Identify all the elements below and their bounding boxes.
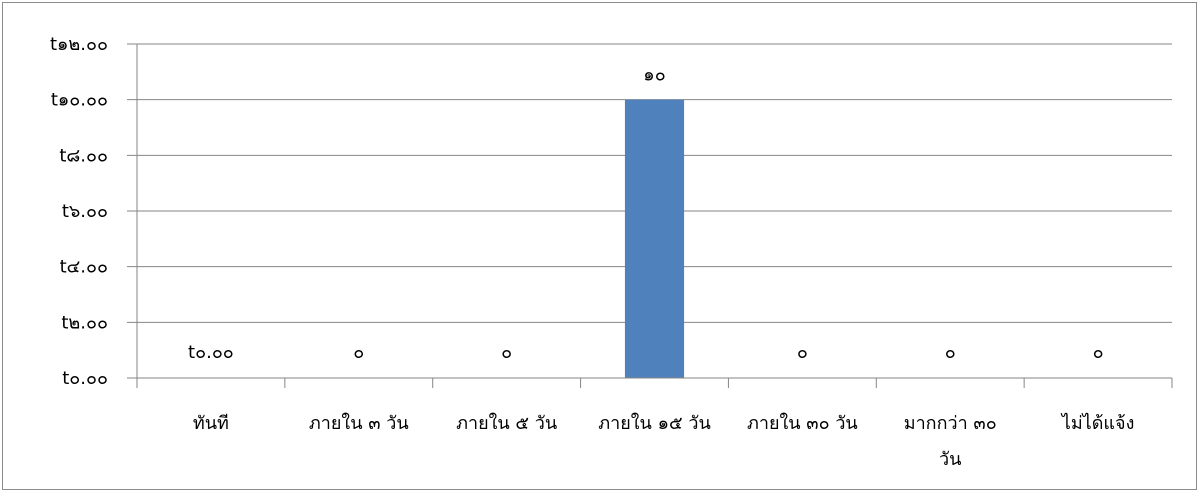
x-tick-labels: ทันที ภายใน ๓ วัน ภายใน ๕ วัน ภายใน ๑๕ วัน ภ… [193, 412, 1134, 470]
y-tick-label: t๑๐.๐๐ [51, 90, 108, 111]
x-tick-label: ภายใน ๓๐ วัน [747, 412, 858, 434]
x-tick-label: มากกว่า ๓๐ [904, 413, 997, 434]
y-tick-labels: t๐.๐๐ t๒.๐๐ t๔.๐๐ t๖.๐๐ t๘.๐๐ t๑๐.๐๐ t๑๒.๐๐ [50, 34, 108, 389]
data-labels: t๐.๐๐ ๐ ๐ ๑๐๐ ๐ ๐ [188, 65, 1104, 363]
data-label: t๐.๐๐ [188, 342, 234, 363]
y-tick-label: t๖.๐๐ [62, 201, 108, 222]
data-label: ๐ [1093, 342, 1104, 363]
bar-chart: t๐.๐๐ t๒.๐๐ t๔.๐๐ t๖.๐๐ t๘.๐๐ t๑๐.๐๐ t๑๒.๐๐ t๐… [50, 34, 1173, 470]
x-tick-label: ภายใน ๑๕ วัน [598, 412, 711, 434]
y-tick-label: t๐.๐๐ [62, 368, 108, 389]
x-tick-label: ทันที [193, 413, 229, 434]
data-label: ๐ [945, 342, 956, 363]
axes [136, 44, 1173, 388]
data-label: ๐ [353, 342, 364, 363]
x-tick-label: ไม่ได้แจ้ง [1060, 412, 1135, 434]
y-tick-label: t๒.๐๐ [61, 312, 108, 333]
x-tick-label: ภายใน ๕ วัน [456, 412, 557, 434]
data-label: ๑๐ [643, 65, 665, 86]
y-tick-label: t๘.๐๐ [59, 145, 108, 166]
y-tick-label: t๑๒.๐๐ [50, 34, 108, 55]
y-tick-label: t๔.๐๐ [60, 257, 108, 278]
data-label: ๐ [797, 342, 808, 363]
data-label: ๐ [501, 342, 512, 363]
bars [624, 99, 685, 379]
x-tick-label: ภายใน ๓ วัน [309, 412, 409, 434]
bar [624, 99, 685, 379]
x-tick-label: วัน [939, 449, 961, 470]
